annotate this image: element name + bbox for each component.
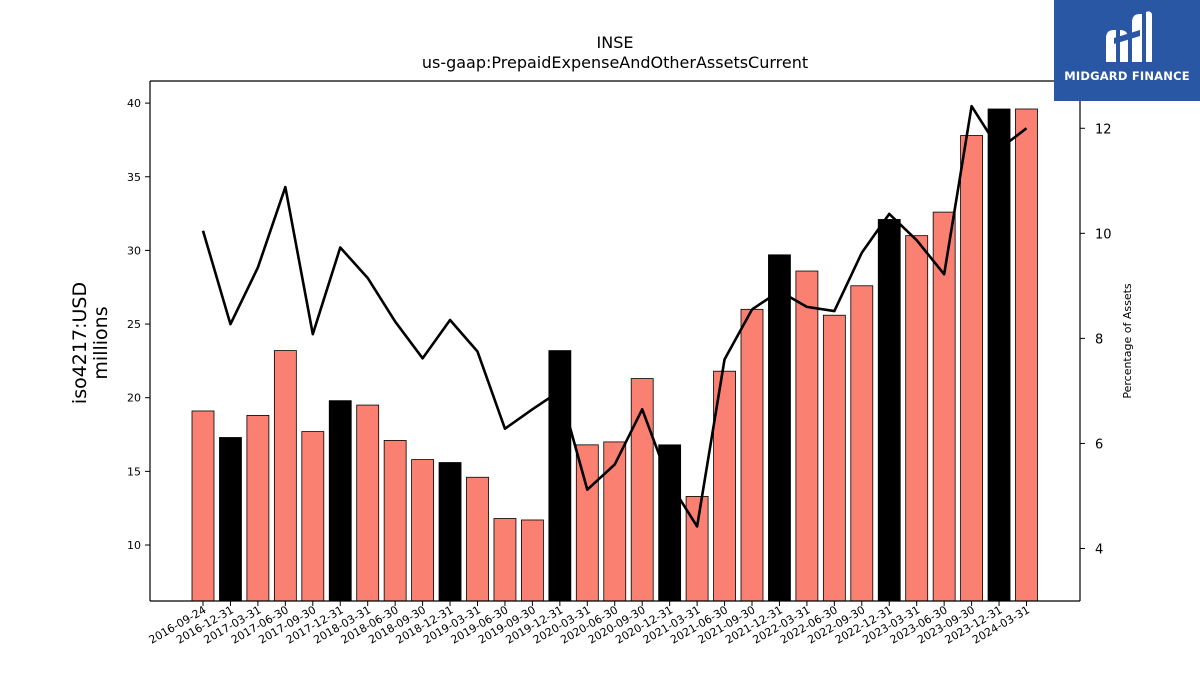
- y2-tick-label: 8: [1095, 332, 1103, 347]
- percentage-line: [201, 104, 1028, 528]
- bars-group: [191, 108, 1038, 602]
- bar-2017-03-31: [246, 414, 270, 602]
- bar-2017-09-30: [301, 431, 325, 602]
- bar-2020-12-31: [658, 444, 682, 602]
- y-tick-label: 10: [127, 539, 141, 552]
- bar-2020-03-31: [575, 444, 599, 602]
- bar-2024-03-31: [1015, 108, 1038, 602]
- bar-2019-12-31: [548, 350, 572, 602]
- y2-tick-label: 12: [1095, 122, 1112, 137]
- y-tick-label: 25: [127, 318, 141, 331]
- bar-2022-12-31: [877, 219, 901, 602]
- chart-title: INSE: [597, 33, 634, 52]
- bar-2023-12-31: [987, 108, 1011, 602]
- line-group: [201, 104, 1028, 528]
- bar-2018-12-31: [438, 462, 462, 602]
- bar-2018-03-31: [356, 404, 380, 602]
- bar-2018-09-30: [411, 459, 435, 602]
- bar-2023-03-31: [905, 235, 929, 602]
- bar-2018-06-30: [383, 440, 407, 602]
- axes-group: [149, 80, 1081, 602]
- y-tick-label: 40: [127, 97, 141, 110]
- bar-2019-06-30: [493, 518, 517, 602]
- bar-2021-12-31: [768, 254, 791, 602]
- y-axis-unit-label: millions: [90, 306, 112, 379]
- y2-tick-label: 6: [1095, 437, 1103, 452]
- y-tick-label: 15: [127, 465, 141, 478]
- y2-axis-label: Percentage of Assets: [1121, 283, 1134, 399]
- y-axis-label: iso4217:USD: [69, 282, 91, 404]
- bar-2022-03-31: [795, 270, 819, 602]
- logo-mark-icon: [1106, 11, 1152, 63]
- bar-2019-09-30: [521, 519, 544, 602]
- bar-2017-06-30: [273, 350, 297, 602]
- bar-2022-09-30: [850, 285, 874, 602]
- bar-2022-06-30: [822, 314, 846, 602]
- y2-tick-label: 10: [1095, 227, 1112, 242]
- bar-2017-12-31: [328, 400, 352, 602]
- bar-2021-09-30: [740, 308, 764, 602]
- y-tick-label: 30: [127, 244, 141, 257]
- bar-2016-09-24: [191, 410, 215, 602]
- bar-2019-03-31: [466, 476, 489, 602]
- chart-subtitle: us-gaap:PrepaidExpenseAndOtherAssetsCurr…: [422, 53, 808, 72]
- brand-logo: MIDGARD FINANCE: [1054, 0, 1200, 101]
- logo-text: MIDGARD FINANCE: [1064, 69, 1190, 83]
- y-tick-label: 35: [127, 171, 141, 184]
- y2-tick-label: 4: [1095, 542, 1103, 557]
- y-tick-label: 20: [127, 392, 141, 405]
- bar-2016-12-31: [219, 437, 242, 602]
- bar-2023-09-30: [960, 135, 983, 602]
